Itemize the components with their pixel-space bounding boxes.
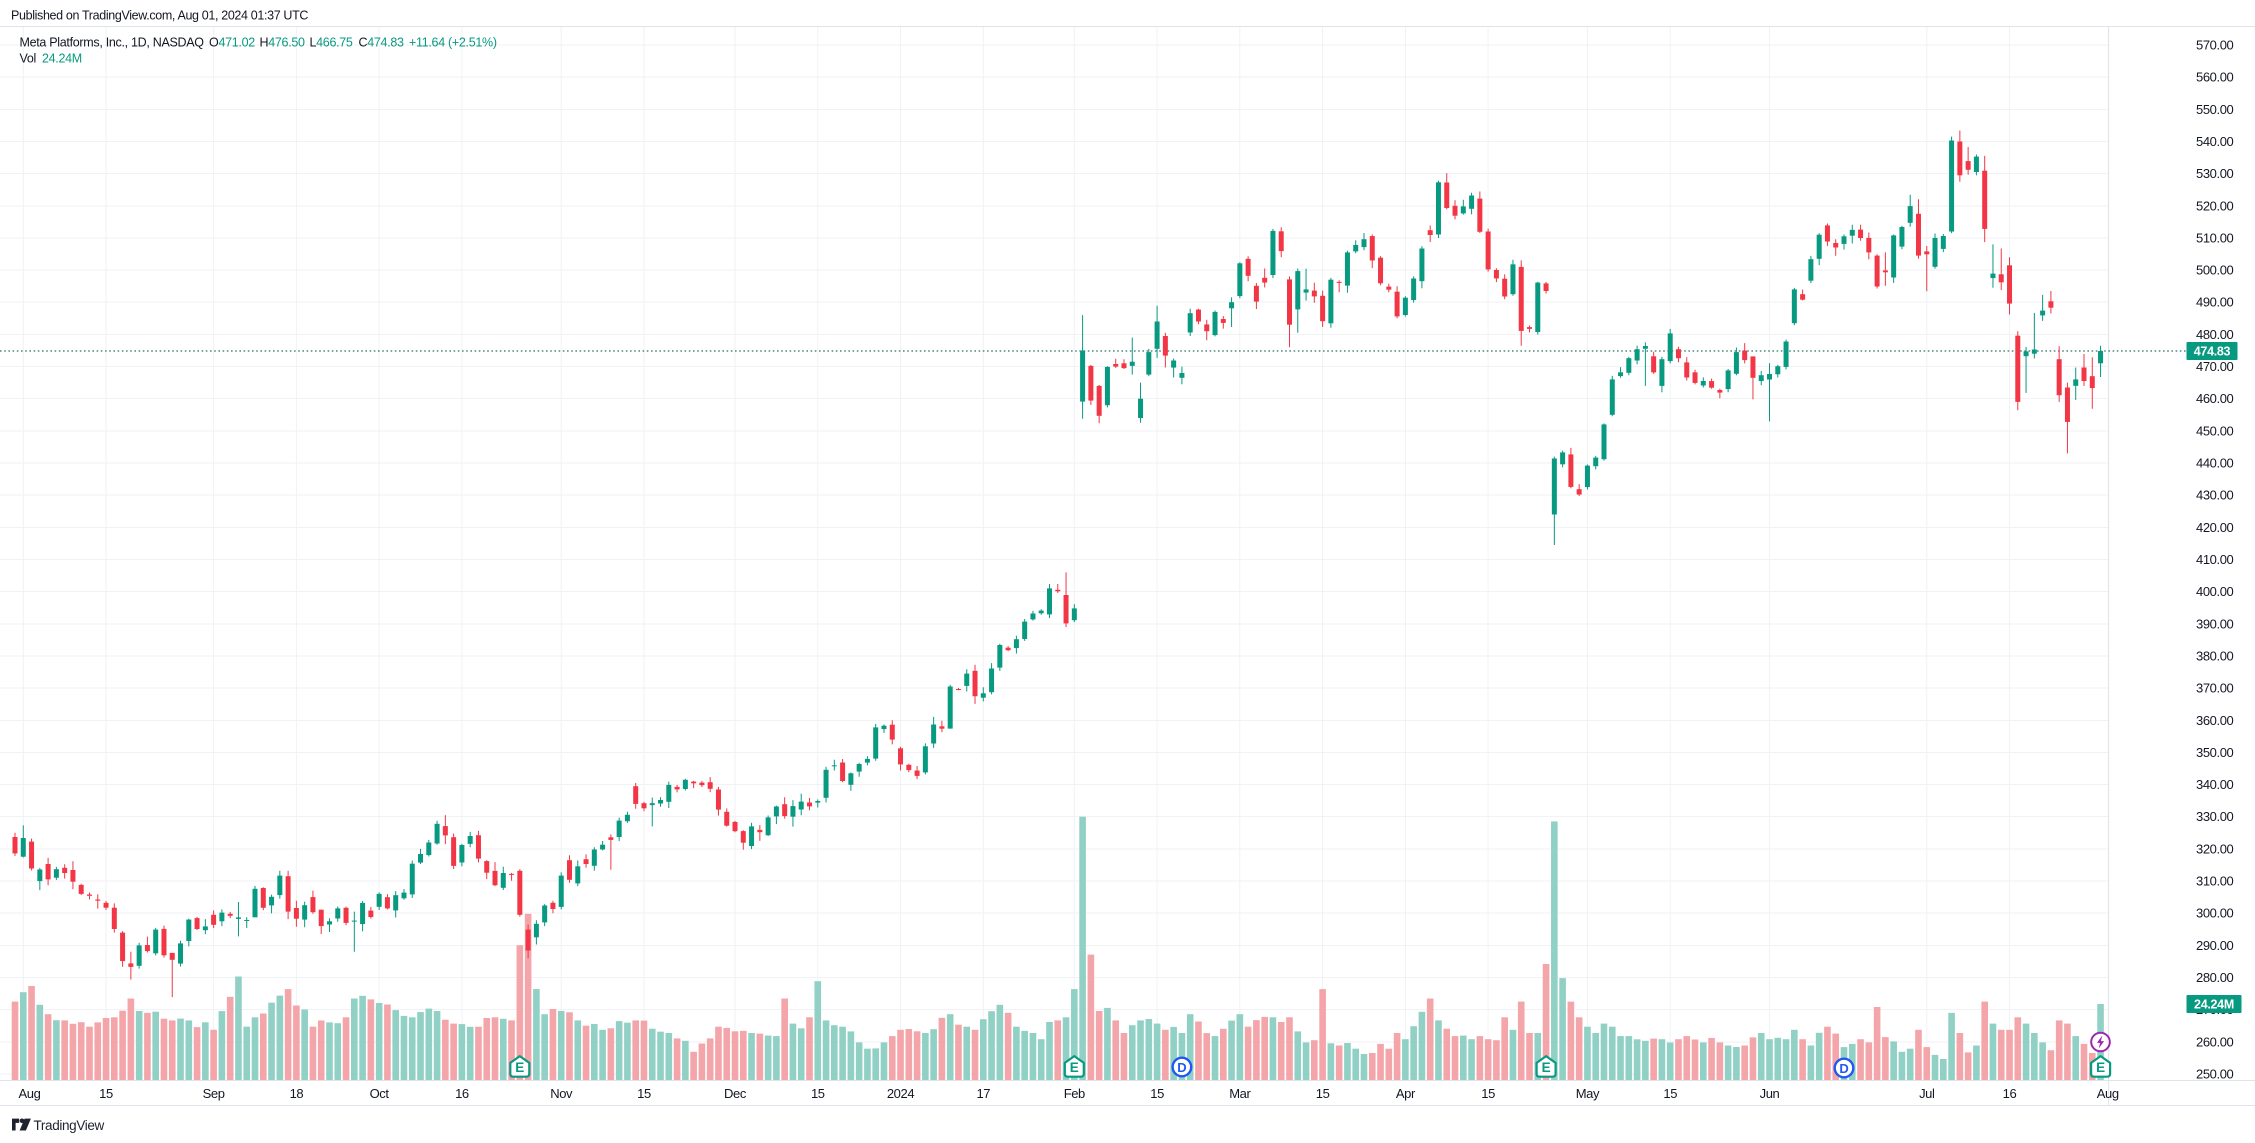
svg-text:D: D [1177,1060,1186,1075]
svg-text:410.00: 410.00 [2196,552,2234,567]
svg-text:17: 17 [976,1086,990,1101]
svg-text:2024: 2024 [887,1086,914,1101]
svg-text:TradingView: TradingView [34,1118,105,1133]
svg-text:250.00: 250.00 [2196,1067,2234,1082]
svg-text:570.00: 570.00 [2196,38,2234,53]
svg-text:560.00: 560.00 [2196,70,2234,85]
svg-text:Published on TradingView.com,: Published on TradingView.com, Aug 01, 20… [11,9,308,23]
svg-text:D: D [1839,1061,1848,1076]
svg-text:550.00: 550.00 [2196,102,2234,117]
svg-text:May: May [1576,1086,1600,1101]
svg-text:390.00: 390.00 [2196,616,2234,631]
svg-text:530.00: 530.00 [2196,166,2234,181]
svg-text:400.00: 400.00 [2196,584,2234,599]
svg-text:Feb: Feb [1064,1086,1085,1101]
svg-text:Oct: Oct [370,1086,390,1101]
svg-text:360.00: 360.00 [2196,713,2234,728]
svg-text:520.00: 520.00 [2196,198,2234,213]
svg-text:500.00: 500.00 [2196,263,2234,278]
svg-text:15: 15 [637,1086,651,1101]
svg-text:E: E [515,1060,524,1075]
svg-text:350.00: 350.00 [2196,745,2234,760]
svg-text:Aug: Aug [2097,1086,2119,1101]
svg-text:450.00: 450.00 [2196,423,2234,438]
svg-text:260.00: 260.00 [2196,1034,2234,1049]
svg-text:290.00: 290.00 [2196,938,2234,953]
svg-text:420.00: 420.00 [2196,520,2234,535]
svg-text:Jun: Jun [1760,1086,1780,1101]
svg-text:Mar: Mar [1229,1086,1251,1101]
svg-text:310.00: 310.00 [2196,874,2234,889]
svg-text:16: 16 [455,1086,469,1101]
svg-text:510.00: 510.00 [2196,230,2234,245]
svg-text:330.00: 330.00 [2196,809,2234,824]
svg-text:15: 15 [99,1086,113,1101]
svg-text:300.00: 300.00 [2196,906,2234,921]
svg-text:Sep: Sep [203,1086,225,1101]
svg-text:540.00: 540.00 [2196,134,2234,149]
svg-text:430.00: 430.00 [2196,488,2234,503]
svg-text:460.00: 460.00 [2196,391,2234,406]
svg-text:Meta Platforms, Inc., 1D, NASD: Meta Platforms, Inc., 1D, NASDAQ O471.02 H… [20,36,497,50]
svg-text:Jul: Jul [1919,1086,1935,1101]
svg-text:490.00: 490.00 [2196,295,2234,310]
svg-text:Aug: Aug [19,1086,41,1101]
svg-text:24.24M: 24.24M [2194,998,2234,1012]
svg-text:15: 15 [1481,1086,1495,1101]
svg-text:280.00: 280.00 [2196,970,2234,985]
svg-text:480.00: 480.00 [2196,327,2234,342]
svg-text:15: 15 [1316,1086,1330,1101]
svg-text:Dec: Dec [724,1086,747,1101]
svg-text:320.00: 320.00 [2196,841,2234,856]
svg-text:370.00: 370.00 [2196,681,2234,696]
svg-text:E: E [1070,1060,1079,1075]
svg-text:Nov: Nov [550,1086,573,1101]
svg-text:340.00: 340.00 [2196,777,2234,792]
svg-text:Apr: Apr [1396,1086,1416,1101]
svg-text:470.00: 470.00 [2196,359,2234,374]
svg-text:15: 15 [1150,1086,1164,1101]
svg-text:E: E [2096,1060,2105,1075]
svg-text:15: 15 [811,1086,825,1101]
svg-text:15: 15 [1663,1086,1677,1101]
svg-text:474.83: 474.83 [2194,345,2231,359]
svg-text:E: E [1542,1060,1551,1075]
svg-text:16: 16 [2003,1086,2017,1101]
svg-text:18: 18 [290,1086,304,1101]
svg-text:440.00: 440.00 [2196,456,2234,471]
svg-text:380.00: 380.00 [2196,649,2234,664]
